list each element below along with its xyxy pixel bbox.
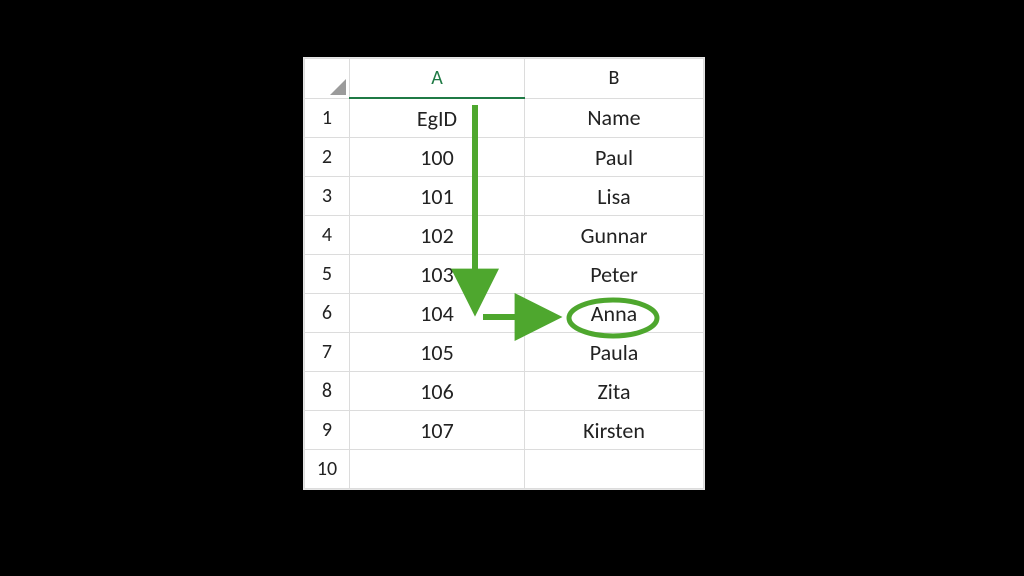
cell-A4[interactable]: 102 <box>350 216 525 255</box>
row-header-5[interactable]: 5 <box>305 255 350 294</box>
row-header-2[interactable]: 2 <box>305 138 350 177</box>
cell-A1[interactable]: EgID <box>350 98 525 138</box>
cell-B8[interactable]: Zita <box>525 372 704 411</box>
cell-B7[interactable]: Paula <box>525 333 704 372</box>
spreadsheet[interactable]: A B 1 EgID Name 2 100 Paul 3 101 Lisa 4 … <box>303 57 705 490</box>
select-all-corner[interactable] <box>305 59 350 99</box>
cell-B6[interactable]: Anna <box>525 294 704 333</box>
row-header-9[interactable]: 9 <box>305 411 350 450</box>
cell-B5[interactable]: Peter <box>525 255 704 294</box>
row-header-8[interactable]: 8 <box>305 372 350 411</box>
row-header-6[interactable]: 6 <box>305 294 350 333</box>
cell-A2[interactable]: 100 <box>350 138 525 177</box>
row-header-7[interactable]: 7 <box>305 333 350 372</box>
column-header-B[interactable]: B <box>525 59 704 99</box>
cell-A10[interactable] <box>350 450 525 489</box>
column-header-A[interactable]: A <box>350 59 525 99</box>
cell-B4[interactable]: Gunnar <box>525 216 704 255</box>
cell-B9[interactable]: Kirsten <box>525 411 704 450</box>
row-header-1[interactable]: 1 <box>305 98 350 138</box>
cell-A6[interactable]: 104 <box>350 294 525 333</box>
cell-A7[interactable]: 105 <box>350 333 525 372</box>
cell-A5[interactable]: 103 <box>350 255 525 294</box>
cell-A3[interactable]: 101 <box>350 177 525 216</box>
cell-B10[interactable] <box>525 450 704 489</box>
row-header-3[interactable]: 3 <box>305 177 350 216</box>
row-header-10[interactable]: 10 <box>305 450 350 489</box>
cell-B1[interactable]: Name <box>525 98 704 138</box>
cell-A8[interactable]: 106 <box>350 372 525 411</box>
row-header-4[interactable]: 4 <box>305 216 350 255</box>
cell-B3[interactable]: Lisa <box>525 177 704 216</box>
cell-A9[interactable]: 107 <box>350 411 525 450</box>
cell-B2[interactable]: Paul <box>525 138 704 177</box>
